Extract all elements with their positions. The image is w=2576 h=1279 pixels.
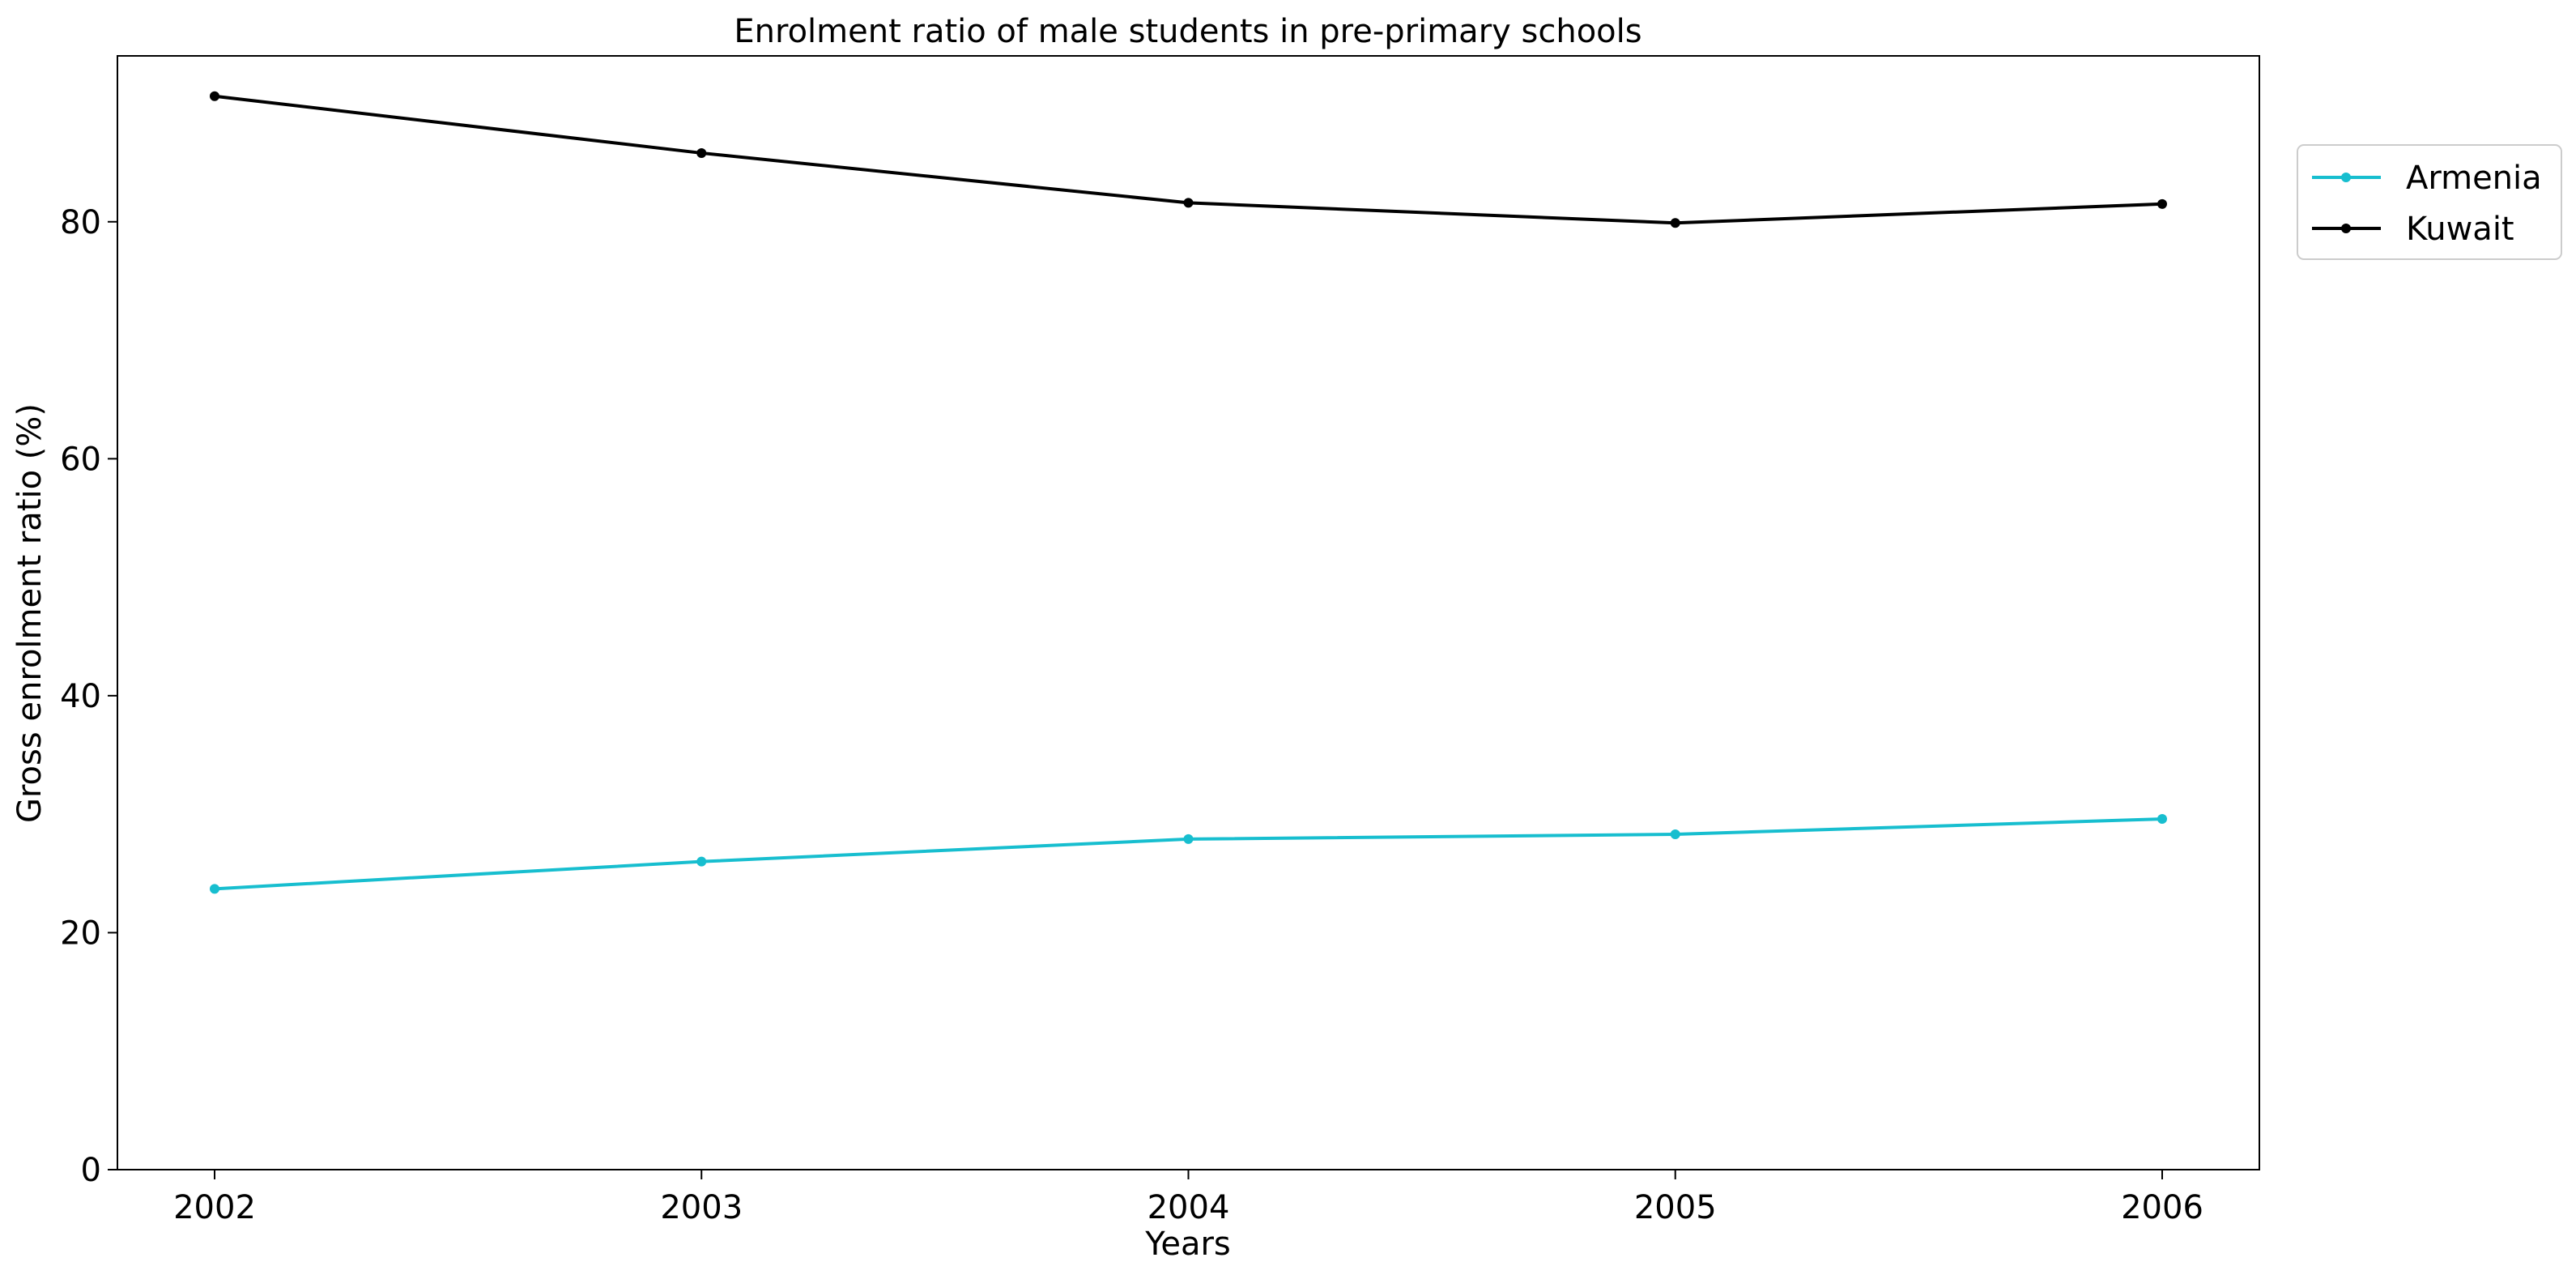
legend-swatch-marker	[2341, 173, 2351, 182]
y-tick-label: 80	[60, 204, 101, 241]
data-point-kuwait	[2157, 198, 2167, 209]
chart-title: Enrolment ratio of male students in pre-…	[734, 13, 1641, 50]
x-tick-label: 2002	[173, 1189, 256, 1226]
x-tick-label: 2003	[660, 1189, 743, 1226]
data-point-armenia	[210, 884, 219, 894]
y-tick-label: 0	[81, 1152, 101, 1189]
y-tick-label: 60	[60, 441, 101, 478]
y-axis: 0 20 40 60 80	[60, 204, 117, 1189]
x-tick-label: 2005	[1634, 1189, 1717, 1226]
legend-box	[2297, 144, 2562, 260]
data-point-kuwait	[1183, 198, 1194, 208]
legend-label: Armenia	[2406, 160, 2542, 197]
data-point-armenia	[1183, 833, 1194, 844]
series-layer	[210, 91, 2167, 894]
data-point-armenia	[1670, 829, 1680, 840]
data-point-armenia	[2157, 814, 2167, 825]
x-tick-label: 2006	[2121, 1189, 2203, 1226]
legend-label: Kuwait	[2406, 211, 2514, 248]
y-tick-label: 40	[60, 678, 101, 715]
y-tick-label: 20	[60, 914, 101, 952]
legend: Armenia Kuwait	[2297, 144, 2562, 260]
legend-swatch-marker	[2341, 224, 2351, 233]
y-axis-label: Gross enrolment ratio (%)	[11, 403, 49, 823]
data-point-kuwait	[210, 91, 219, 101]
x-tick-label: 2004	[1147, 1189, 1230, 1226]
data-point-kuwait	[696, 147, 707, 158]
data-point-kuwait	[1670, 218, 1680, 228]
x-axis: 2002 2003 2004 2005 2006	[173, 1170, 2203, 1226]
data-point-armenia	[696, 856, 707, 867]
x-axis-label: Years	[1144, 1226, 1231, 1263]
